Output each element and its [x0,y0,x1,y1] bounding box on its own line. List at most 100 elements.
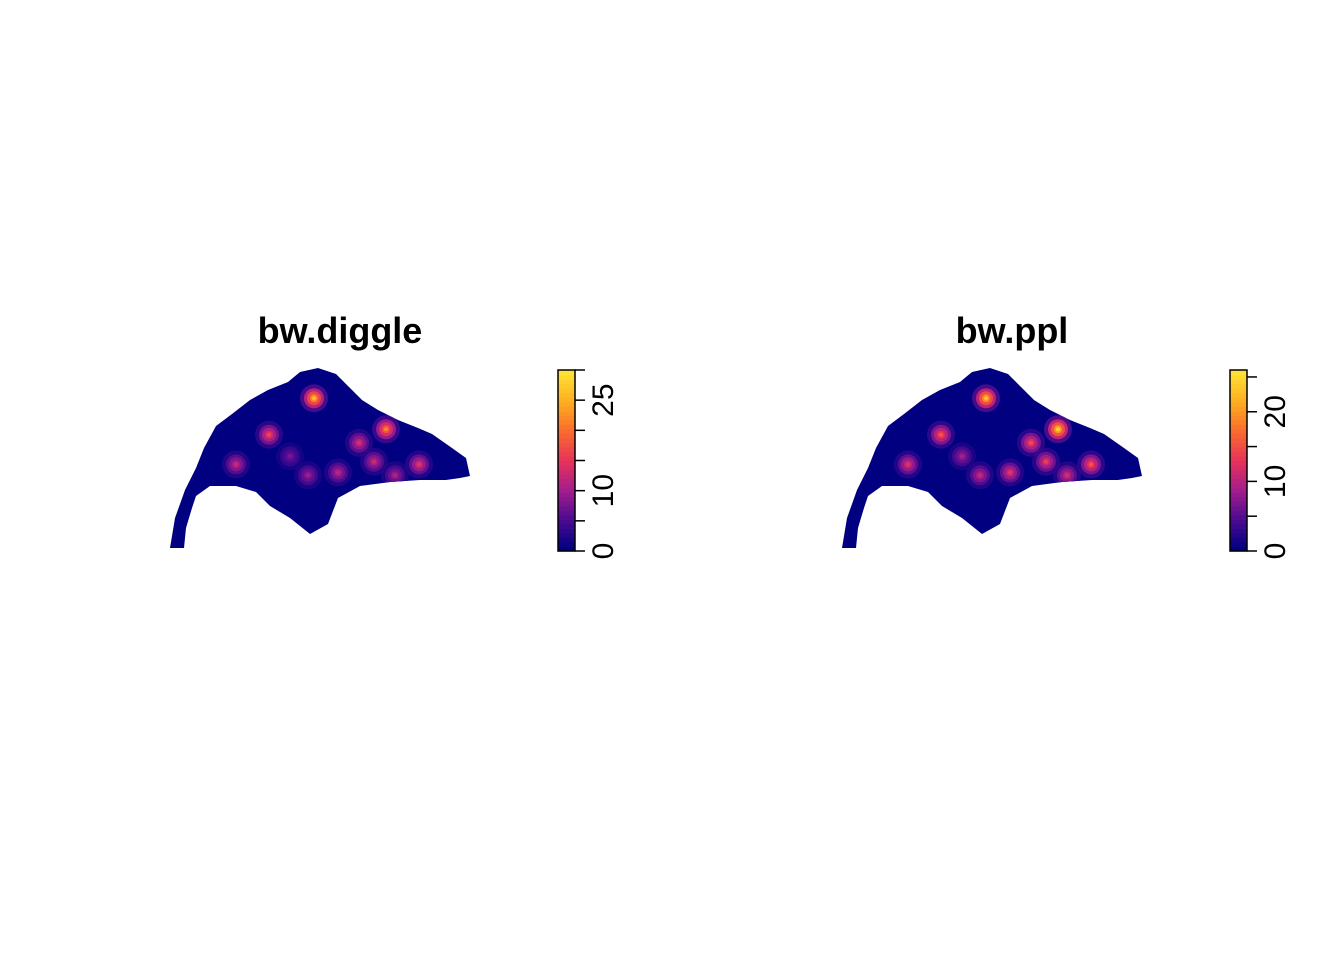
density-hotspot [405,450,433,479]
colorbar-segment [1230,532,1247,539]
density-hotspot [222,450,250,479]
hotspot-ring [984,396,988,401]
colorbar-segment [558,510,575,516]
density-hotspot [1044,415,1072,444]
colorbar-segment [558,528,575,534]
colorbar-segment [1230,510,1247,516]
colorbar-segment [558,446,575,453]
map-region-island [170,368,470,548]
colorbar-segment [558,374,575,380]
density-hotspot [894,450,922,479]
density-hotspot [948,442,976,471]
colorbar-segment [1230,415,1247,421]
colorbar-segment [558,492,575,498]
colorbar-segment [558,496,575,502]
hotspot-ring [417,462,421,467]
colorbar-segment [558,483,575,489]
hotspot-ring [1089,462,1093,467]
colorbar-segment [558,460,575,466]
density-hotspot [927,420,955,449]
hotspot-layer [894,384,1105,490]
density-hotspot [1077,450,1105,479]
colorbar-segment [558,433,575,439]
colorbar-segment [1230,478,1247,484]
hotspot-ring [357,440,361,445]
colorbar-segment [1230,519,1247,525]
colorbar-segment [558,501,575,507]
colorbar-segment [558,437,575,443]
colorbar-segment [1230,392,1247,398]
hotspot-ring [1008,470,1012,475]
colorbar-segment [558,455,575,462]
colorbar-segment [558,379,575,385]
density-hotspot [360,447,388,476]
colorbar-segment [1230,460,1247,466]
colorbar-segment [1230,496,1247,502]
colorbar-segment [1230,541,1247,548]
colorbar-segment [1230,419,1247,425]
panel-bw-diggle: bw.diggle 0 10 25 [170,310,620,559]
density-hotspot [966,461,994,490]
colorbar-segment [558,537,575,543]
colorbar-segment [558,424,575,430]
heatmap-map [842,368,1142,548]
colorbar-segment [558,415,575,421]
colorbar-segment [1230,383,1247,389]
colorbar-tick-label: 0 [587,543,620,560]
colorbar-segment [1230,546,1247,552]
hotspot-ring [336,470,340,475]
hotspot-ring [906,462,910,467]
colorbar-segment [558,419,575,425]
colorbar-segment [558,410,575,416]
colorbar-segment [558,469,575,475]
hotspot-ring [1056,427,1060,432]
density-hotspot [300,384,328,413]
hotspot-ring [288,454,292,459]
colorbar-segment [558,428,575,434]
density-hotspot [276,442,304,471]
hotspot-ring [393,473,397,478]
colorbar-segment [1230,537,1247,543]
density-hotspot [372,415,400,444]
colorbar-segment [558,465,575,471]
hotspot-ring [384,427,388,432]
colorbar-segment [1230,406,1247,412]
colorbar-segment [558,541,575,548]
hotspot-ring [960,454,964,459]
colorbar-segment [1230,388,1247,394]
panel-title: bw.diggle [258,310,423,351]
colorbar-segment [558,474,575,480]
hotspot-ring [978,473,982,478]
colorbar-segment [558,487,575,493]
colorbar-segment [1230,505,1247,511]
colorbar-segment [1230,442,1247,448]
colorbar: 0 10 25 [557,369,620,560]
colorbar-segment [1230,492,1247,498]
colorbar-segment [1230,514,1247,520]
colorbar-segment [1230,451,1247,457]
hotspot-ring [372,459,376,464]
hotspot-ring [1065,473,1069,478]
colorbar-segment [558,370,575,376]
density-hotspot [1053,461,1081,490]
hotspot-ring [234,462,238,467]
colorbar-segment [1230,446,1247,453]
map-region-island [842,368,1142,548]
colorbar-segment [1230,465,1247,471]
density-hotspot [972,384,1000,413]
hotspot-ring [1044,459,1048,464]
colorbar-segment [558,532,575,539]
colorbar-segment [1230,437,1247,443]
density-hotspot [255,420,283,449]
colorbar-segment [558,478,575,484]
colorbar-tick-label: 10 [1259,465,1292,498]
density-hotspot [1017,428,1045,457]
colorbar-segment [558,451,575,457]
colorbar-segment [1230,487,1247,493]
colorbar-segment [1230,455,1247,462]
hotspot-ring [306,473,310,478]
colorbar: 0 10 20 [1229,369,1292,559]
colorbar-segment [558,406,575,412]
colorbar-segment [1230,401,1247,407]
